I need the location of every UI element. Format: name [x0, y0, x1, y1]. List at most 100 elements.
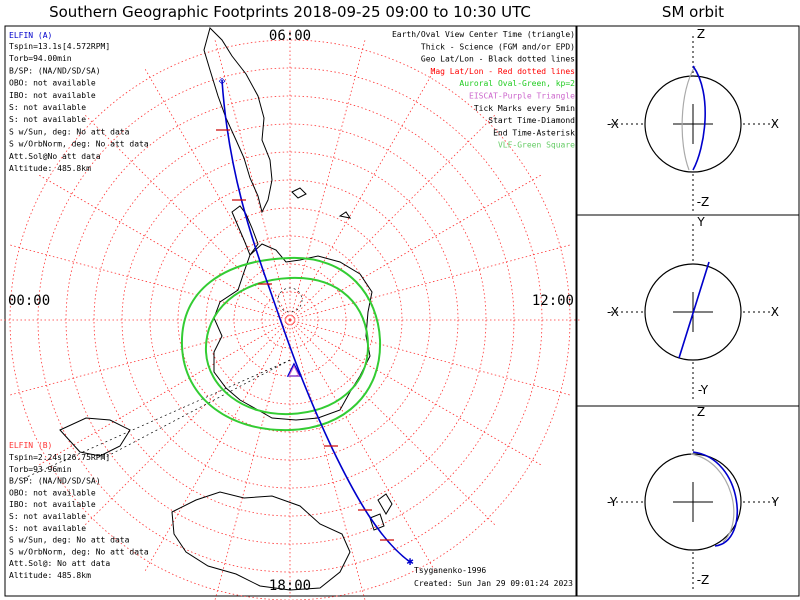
- info-line: S w/OrbNorm, deg: No att data: [9, 547, 149, 556]
- legend-entry: VLF-Green Square: [498, 141, 575, 150]
- mag-lon-line: [289, 319, 436, 572]
- sm-orbit-title: SM orbit: [662, 3, 724, 21]
- info-line: Torb=93.96min: [9, 465, 72, 474]
- elfin-b-title: ELFIN (B): [9, 441, 52, 450]
- sm-orbit-back: [681, 65, 696, 171]
- mag-lon-line: [289, 68, 436, 321]
- info-line: Tspin=13.1s[4.572RPM]: [9, 42, 110, 51]
- antarctic-peninsula: [231, 205, 259, 257]
- sm-orbit-front: [692, 451, 738, 547]
- legend-entry: End Time-Asterisk: [493, 128, 575, 137]
- mag-lon-line: [9, 244, 291, 321]
- sm-axis-label: -Z: [697, 573, 710, 587]
- falklands-coastline: [291, 187, 307, 199]
- sm-panel-3-frame: [576, 405, 800, 597]
- sm-axis-label: Z: [697, 405, 705, 419]
- info-line: IBO: not available: [9, 500, 96, 509]
- south-georgia-coastline: [338, 211, 352, 219]
- sm-panel-3: Z -Z -Y Y: [607, 405, 780, 590]
- info-line: OBO: not available: [9, 488, 96, 497]
- map-frame: [4, 25, 577, 597]
- south-america-coastline: [203, 27, 273, 214]
- auroral-oval: [180, 256, 382, 432]
- geo-pole-circle: [277, 287, 303, 313]
- coastlines: [59, 27, 393, 591]
- legend: Earth/Oval View Center Time (triangle) Th…: [392, 30, 575, 150]
- sm-axis-label: -X: [607, 117, 619, 131]
- info-line: Altitude: 485.8km: [9, 164, 91, 173]
- mag-lon-line: [289, 319, 542, 466]
- hour-label-bottom: 18:00: [269, 578, 311, 594]
- hour-label-right: 12:00: [532, 293, 574, 309]
- hour-label-top: 06:00: [269, 28, 311, 44]
- sm-axis-label: X: [771, 117, 779, 131]
- info-line: Torb=94.00min: [9, 54, 72, 63]
- mag-lon-line: [38, 319, 291, 466]
- elfin-a-title: ELFIN (A): [9, 31, 52, 40]
- sm-panel-1: Z -Z -X X: [607, 27, 779, 212]
- sm-panel-2: Y -Y -X X: [607, 215, 779, 400]
- elfin-a-orbit-track: [221, 79, 411, 563]
- info-line: Att.Sol@No att data: [9, 152, 101, 161]
- info-line: S w/OrbNorm, deg: No att data: [9, 140, 149, 149]
- sm-orbit-back: [690, 453, 735, 543]
- legend-entry: Thick - Science (FGM and/or EPD): [421, 42, 575, 51]
- new-zealand-south-coastline: [369, 513, 385, 531]
- info-line: S: not available: [9, 115, 86, 124]
- auroral-oval-inner: [204, 276, 370, 416]
- sm-axis-label: -Z: [697, 195, 710, 209]
- info-line: S w/Sun, deg: No att data: [9, 536, 130, 545]
- legend-entry: Earth/Oval View Center Time (triangle): [392, 30, 575, 39]
- eiscat-triangle: [288, 364, 300, 377]
- model-label: Tsyganenko-1996: [414, 566, 486, 575]
- mag-lon-line: [214, 39, 291, 321]
- info-line: S: not available: [9, 512, 86, 521]
- legend-entry: EISCAT-Purple Triangle: [469, 92, 575, 101]
- orbit-start-diamond: ◇: [219, 74, 226, 87]
- sm-axis-label: -X: [607, 305, 619, 319]
- info-line: Tspin=2.24s[26.75RPM]: [9, 453, 110, 462]
- mag-lon-line: [289, 319, 571, 396]
- geo-meridian-line: [99, 359, 291, 461]
- info-line: B/SP: (NA/ND/SD/SA): [9, 66, 101, 75]
- info-line: S w/Sun, deg: No att data: [9, 127, 130, 136]
- info-line: S: not available: [9, 103, 86, 112]
- legend-entry: Mag Lat/Lon - Red dotted lines: [431, 67, 576, 76]
- mag-lon-line: [38, 174, 291, 321]
- sm-panels: Z -Z -X X Y -Y -X X Z -Z -Y Y: [607, 27, 780, 590]
- chart-title: Southern Geographic Footprints 2018-09-2…: [49, 3, 531, 21]
- sm-orbit-front: [692, 65, 706, 171]
- antarctica-coastline: [213, 243, 373, 421]
- info-line: OBO: not available: [9, 79, 96, 88]
- legend-entry: Start Time-Diamond: [488, 116, 575, 125]
- mag-lon-line: [84, 114, 291, 321]
- africa-coastline: [59, 417, 131, 457]
- elfin-a-info: ELFIN (A) Tspin=13.1s[4.572RPM] Torb=94.0…: [9, 31, 149, 173]
- sm-axis-label: -Y: [607, 495, 618, 509]
- info-line: S: not available: [9, 524, 86, 533]
- info-line: Att.Sol@: No att data: [9, 559, 110, 568]
- info-line: IBO: not available: [9, 91, 96, 100]
- sm-orbit-front: [678, 261, 710, 359]
- new-zealand-coastline: [377, 493, 393, 515]
- earth-circle: [644, 263, 742, 361]
- sm-axis-label: -Y: [698, 383, 709, 397]
- mag-lon-line: [9, 319, 291, 396]
- legend-entry: Geo Lat/Lon - Black dotted lines: [421, 55, 575, 64]
- sm-axis-label: Y: [696, 215, 705, 229]
- mag-lon-line: [214, 319, 291, 600]
- mag-grid: [0, 30, 580, 600]
- sm-axis-label: X: [771, 305, 779, 319]
- elfin-b-info: ELFIN (B) Tspin=2.24s[26.75RPM] Torb=93.9…: [9, 441, 149, 580]
- created-label: Created: Sun Jan 29 09:01:24 2023: [414, 579, 573, 588]
- geo-meridian-line: [19, 359, 291, 481]
- mag-lon-line: [289, 244, 571, 321]
- mag-lon-line: [289, 319, 366, 600]
- mag-lon-line: [289, 114, 496, 321]
- sm-axis-label: Y: [771, 495, 780, 509]
- mag-lon-line: [144, 319, 291, 572]
- australia-coastline: [171, 491, 351, 591]
- mag-lon-line: [289, 319, 496, 526]
- geo-grid: [19, 287, 303, 481]
